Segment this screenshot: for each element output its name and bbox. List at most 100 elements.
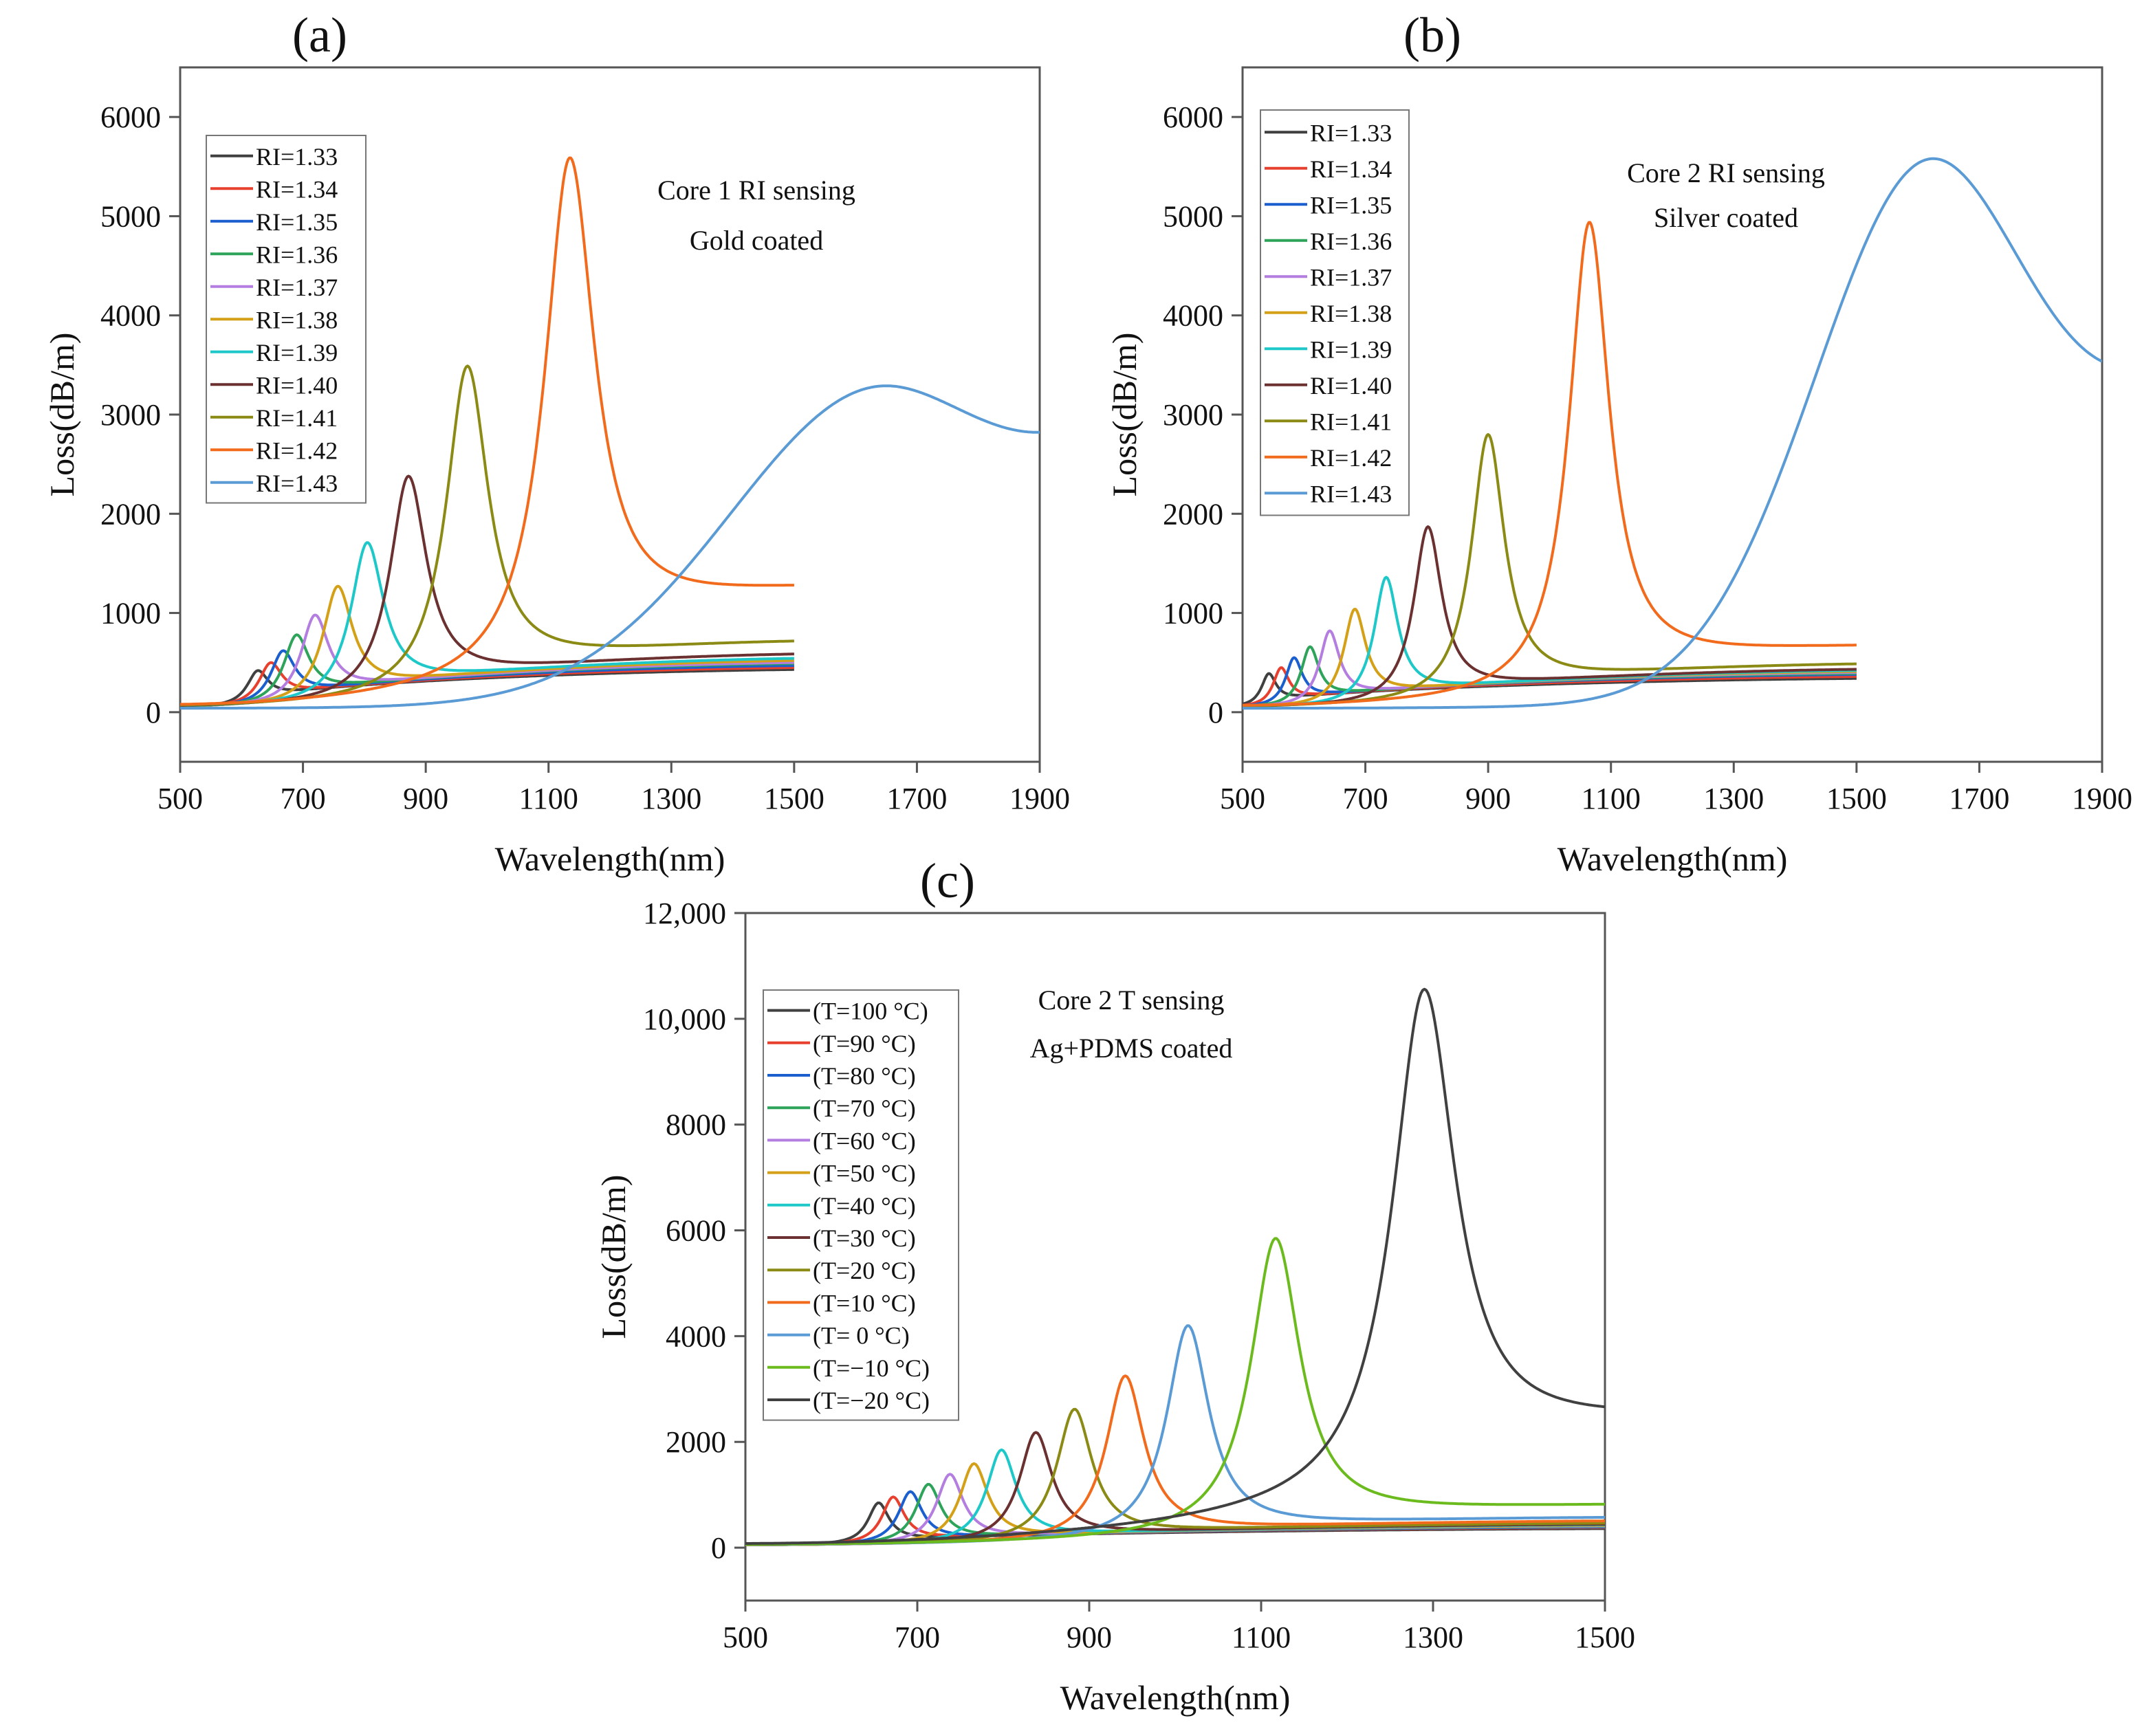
legend-label: (T=80 °C) bbox=[813, 1062, 916, 1090]
x-tick-label: 900 bbox=[1067, 1620, 1112, 1654]
y-tick-label: 5000 bbox=[100, 199, 161, 233]
y-tick-label: 0 bbox=[1208, 696, 1223, 729]
legend-label: RI=1.39 bbox=[256, 339, 338, 366]
x-tick-label: 1100 bbox=[1232, 1620, 1291, 1654]
legend-label: RI=1.34 bbox=[1310, 155, 1392, 183]
x-tick-label: 500 bbox=[723, 1620, 768, 1654]
panel-label: (c) bbox=[920, 853, 975, 908]
y-tick-label: 1000 bbox=[1163, 597, 1223, 630]
x-tick-label: 700 bbox=[895, 1620, 940, 1654]
legend-label: RI=1.35 bbox=[256, 208, 338, 236]
annotation-line: Core 1 RI sensing bbox=[657, 175, 855, 206]
series-line-RI1.37 bbox=[1243, 629, 1857, 708]
x-tick-label: 1700 bbox=[1949, 782, 2009, 815]
series-line-RI1.39 bbox=[180, 541, 795, 707]
y-tick-label: 10,000 bbox=[643, 1002, 726, 1036]
x-tick-label: 900 bbox=[403, 782, 448, 815]
legend-label: RI=1.41 bbox=[256, 404, 338, 432]
x-tick-label: 700 bbox=[1343, 782, 1388, 815]
x-tick-label: 1900 bbox=[2072, 782, 2132, 815]
y-axis-label: Loss(dB/m) bbox=[1105, 333, 1144, 497]
legend-label: (T=50 °C) bbox=[813, 1160, 916, 1187]
x-tick-label: 1100 bbox=[519, 782, 578, 815]
legend-label: RI=1.37 bbox=[1310, 263, 1392, 291]
y-tick-label: 2000 bbox=[100, 497, 161, 531]
legend-label: RI=1.42 bbox=[256, 437, 338, 464]
series-line-RI1.40 bbox=[1243, 525, 1857, 708]
legend-label: RI=1.42 bbox=[1310, 444, 1392, 472]
annotation-line: Core 2 T sensing bbox=[1038, 985, 1225, 1015]
x-axis-label: Wavelength(nm) bbox=[495, 839, 725, 878]
legend-label: RI=1.36 bbox=[256, 241, 338, 268]
series-group bbox=[180, 156, 1040, 710]
y-tick-label: 4000 bbox=[666, 1319, 726, 1353]
y-tick-label: 12,000 bbox=[643, 897, 726, 930]
series-line-T20C bbox=[745, 1407, 1605, 1546]
series-line-RI1.42 bbox=[1243, 221, 1857, 707]
legend-label: RI=1.35 bbox=[1310, 191, 1392, 219]
legend-label: (T=60 °C) bbox=[813, 1127, 916, 1154]
y-tick-label: 6000 bbox=[1163, 100, 1223, 134]
y-tick-label: 3000 bbox=[1163, 398, 1223, 432]
x-tick-label: 1500 bbox=[1826, 782, 1887, 815]
panel-label: (b) bbox=[1403, 8, 1461, 63]
x-tick-label: 1900 bbox=[1009, 782, 1070, 815]
y-tick-label: 0 bbox=[711, 1531, 726, 1565]
panel-c: (c) 500 700 900 1100 1300 1500 0 2000 4000 6000 800… bbox=[594, 853, 1635, 1717]
y-tick-label: 8000 bbox=[666, 1108, 726, 1142]
legend-label: RI=1.40 bbox=[256, 371, 338, 399]
legend-label: RI=1.36 bbox=[1310, 228, 1392, 255]
y-tick-label: 6000 bbox=[666, 1214, 726, 1248]
y-tick-label: 4000 bbox=[100, 299, 161, 333]
y-tick-label: 4000 bbox=[1163, 299, 1223, 333]
legend-label: (T=30 °C) bbox=[813, 1224, 916, 1252]
x-tick-label: 500 bbox=[157, 782, 203, 815]
series-line-T20C bbox=[745, 987, 1605, 1545]
series-line-RI1.42 bbox=[180, 156, 795, 706]
legend-label: (T=10 °C) bbox=[813, 1289, 916, 1317]
series-line-RI1.43 bbox=[180, 384, 1040, 710]
legend-label: RI=1.43 bbox=[1310, 480, 1392, 507]
x-tick-label: 1300 bbox=[641, 782, 701, 815]
annotation-line: Ag+PDMS coated bbox=[1030, 1033, 1233, 1064]
x-tick-label: 1300 bbox=[1703, 782, 1764, 815]
legend-label: (T=−20 °C) bbox=[813, 1387, 930, 1414]
series-line-RI1.38 bbox=[180, 584, 795, 707]
legend-label: (T=40 °C) bbox=[813, 1192, 916, 1220]
legend-label: RI=1.33 bbox=[256, 143, 338, 171]
legend-label: (T=70 °C) bbox=[813, 1095, 916, 1122]
x-tick-label: 1300 bbox=[1403, 1620, 1463, 1654]
annotation-line: Silver coated bbox=[1654, 202, 1798, 233]
x-tick-label: 1700 bbox=[886, 782, 947, 815]
y-tick-label: 0 bbox=[146, 696, 161, 729]
legend-label: RI=1.37 bbox=[256, 274, 338, 301]
legend-label: (T=90 °C) bbox=[813, 1030, 916, 1057]
series-line-RI1.43 bbox=[1243, 157, 2102, 710]
y-tick-label: 6000 bbox=[100, 100, 161, 134]
y-tick-label: 2000 bbox=[666, 1425, 726, 1459]
panel-label: (a) bbox=[292, 8, 347, 63]
series-group bbox=[1243, 157, 2102, 710]
x-tick-label: 700 bbox=[281, 782, 326, 815]
legend-box bbox=[206, 135, 367, 504]
x-axis-label: Wavelength(nm) bbox=[1060, 1678, 1291, 1717]
annotation-line: Gold coated bbox=[690, 225, 823, 256]
panel-b: (b) 500 700 900 1100 1300 1500 1700 1900 0 1000 200… bbox=[1105, 8, 2132, 878]
y-axis-label: Loss(dB/m) bbox=[43, 333, 81, 497]
panel-a: (a) 500 700 900 1100 1300 1500 1700 1900 0 1000 200… bbox=[43, 8, 1070, 878]
x-tick-label: 500 bbox=[1220, 782, 1265, 815]
annotation-line: Core 2 RI sensing bbox=[1627, 157, 1825, 188]
y-tick-label: 2000 bbox=[1163, 497, 1223, 531]
legend-label: (T= 0 °C) bbox=[813, 1322, 910, 1350]
plot-frame bbox=[744, 912, 1606, 1602]
y-axis-label: Loss(dB/m) bbox=[594, 1175, 633, 1339]
legend-label: RI=1.38 bbox=[1310, 300, 1392, 327]
legend-label: RI=1.41 bbox=[1310, 408, 1392, 435]
legend-label: (T=−10 °C) bbox=[813, 1354, 930, 1382]
legend-label: (T=100 °C) bbox=[813, 998, 928, 1025]
legend-label: RI=1.39 bbox=[1310, 336, 1392, 363]
legend-label: (T=20 °C) bbox=[813, 1257, 916, 1284]
legend-label: RI=1.43 bbox=[256, 470, 338, 497]
legend-label: RI=1.33 bbox=[1310, 119, 1392, 146]
